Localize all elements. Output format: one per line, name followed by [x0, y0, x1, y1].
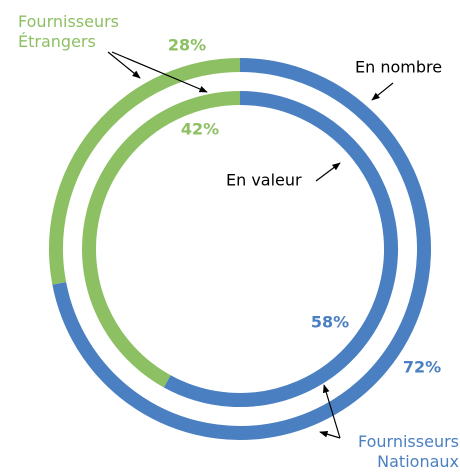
value-label: 72%: [403, 358, 441, 377]
ring-segment: [49, 58, 241, 285]
arrow: [319, 430, 341, 439]
ring-label: En nombre: [355, 58, 442, 77]
ring-segment: [52, 58, 431, 440]
arrow: [107, 51, 141, 79]
value-label: 58%: [311, 313, 349, 332]
ring-label: En valeur: [226, 171, 302, 190]
category-label: Fournisseurs Étrangers: [18, 12, 120, 51]
arrow: [322, 384, 341, 439]
arrows: [107, 51, 394, 439]
arrow: [111, 51, 208, 93]
rings: [49, 58, 431, 440]
value-label: 28%: [168, 36, 206, 55]
ring-segment: [82, 91, 241, 388]
arrow: [315, 162, 341, 182]
ring-segment: [163, 91, 398, 407]
category-label: Fournisseurs Nationaux: [357, 432, 459, 471]
arrow: [371, 82, 394, 101]
value-label: 42%: [181, 120, 219, 139]
value-labels: 28% 72% 42% 58%: [168, 36, 441, 377]
